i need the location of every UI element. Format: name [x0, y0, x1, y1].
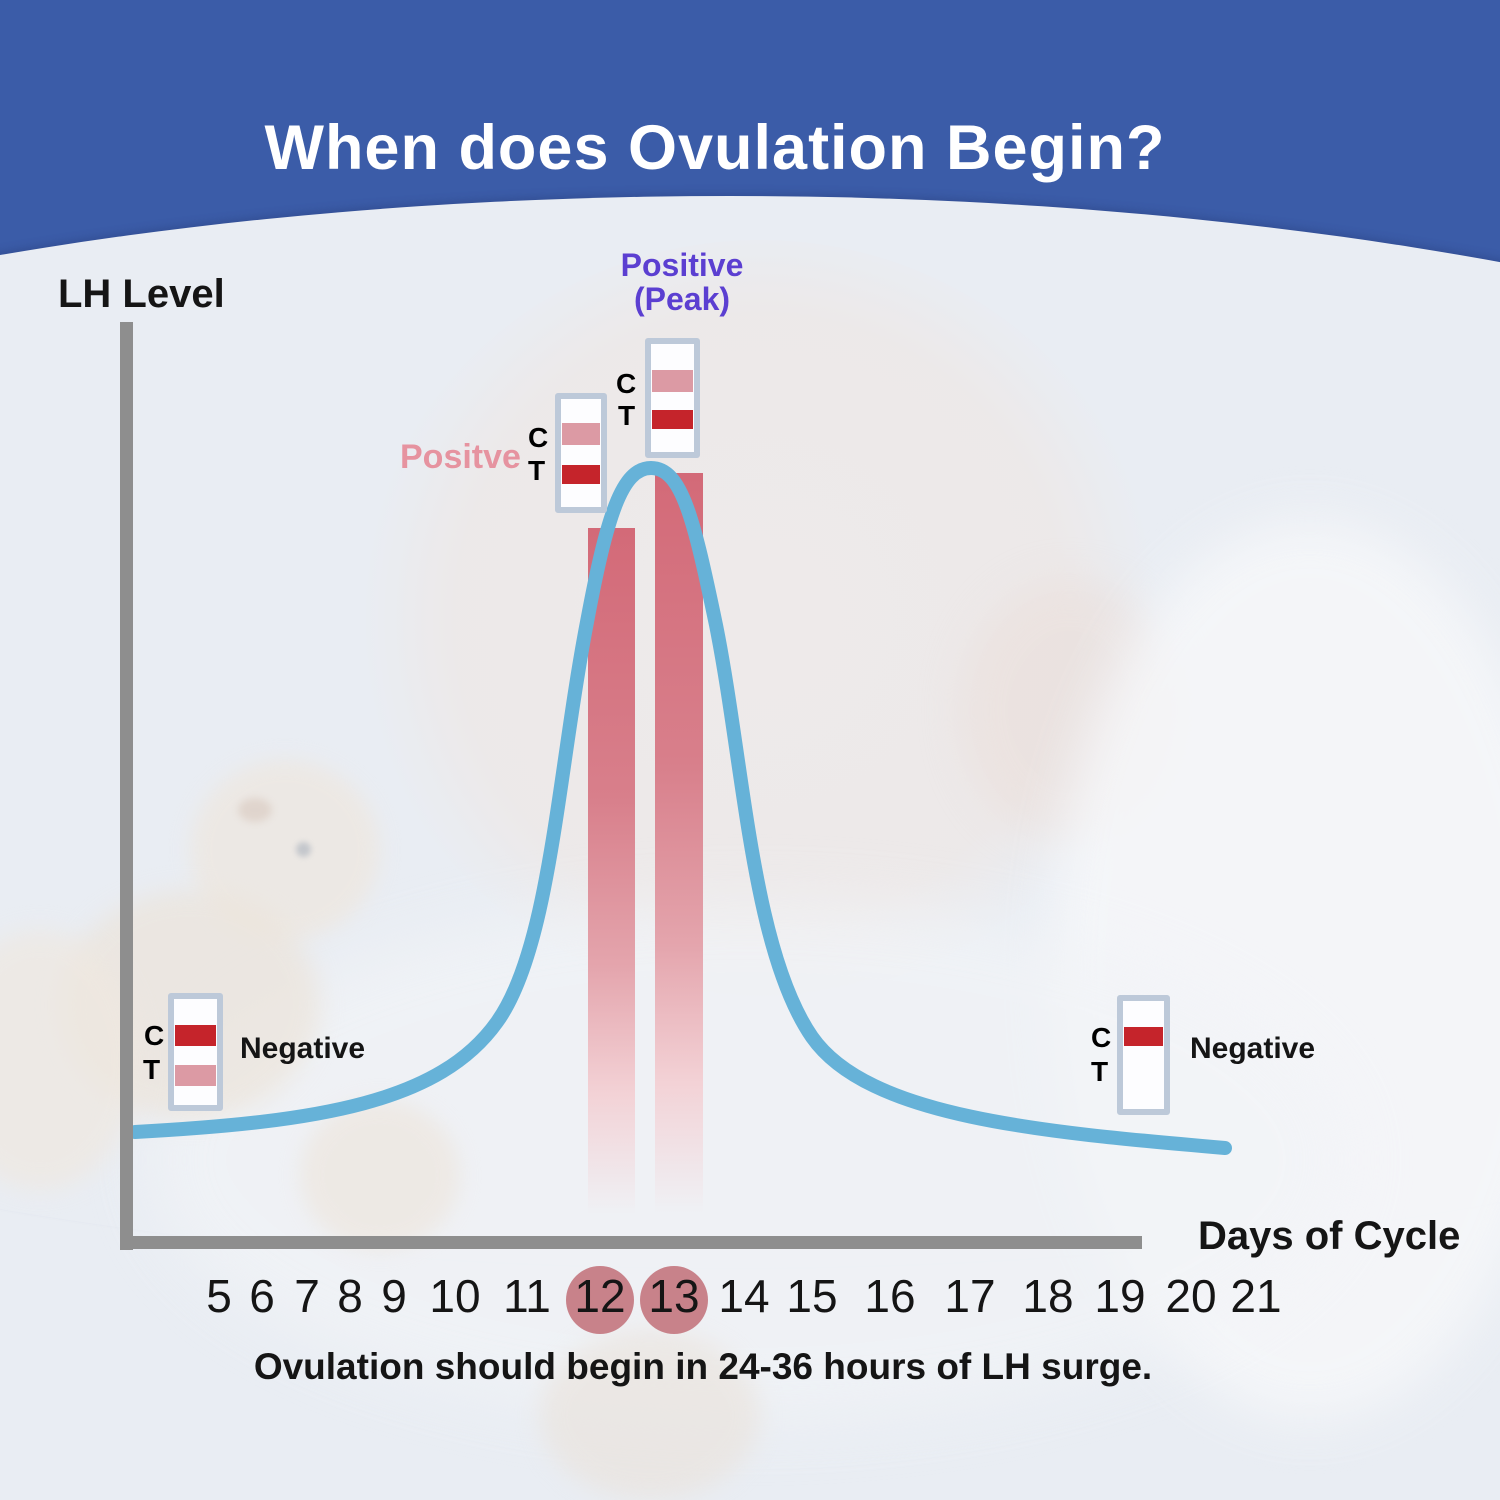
y-axis: [120, 322, 133, 1250]
control-line: [1124, 1027, 1163, 1046]
control-line: [175, 1025, 216, 1046]
test-line: [652, 410, 693, 429]
test-strip-peak-day13: [645, 338, 700, 458]
c-label: C: [616, 368, 637, 399]
day-tick-20: 20: [1165, 1270, 1217, 1322]
day-tick-12: 12: [574, 1270, 626, 1322]
x-axis-label: Days of Cycle: [1198, 1214, 1461, 1258]
t-label: T: [528, 455, 546, 486]
control-line: [562, 423, 600, 445]
test-line: [175, 1065, 216, 1086]
test-strip-negative-left: [168, 993, 223, 1111]
y-axis-label: LH Level: [58, 272, 225, 316]
c-label: C: [144, 1020, 165, 1051]
positive-peak-line1: Positive: [620, 247, 744, 283]
day-tick-13: 13: [648, 1270, 700, 1322]
day-tick-5: 5: [206, 1270, 232, 1322]
negative-label-left: Negative: [240, 1032, 366, 1065]
test-strip-positive-day12: [555, 393, 607, 513]
day-tick-18: 18: [1022, 1270, 1074, 1322]
header-curve-divider: [0, 196, 1500, 1268]
day-tick-10: 10: [429, 1270, 481, 1322]
lh-surge-bar-day13: [655, 473, 703, 1236]
c-label: C: [528, 422, 549, 453]
positive-label: Positve: [400, 438, 521, 476]
day-tick-19: 19: [1094, 1270, 1146, 1322]
positive-peak-label: Positive (Peak): [621, 248, 744, 316]
negative-label-right: Negative: [1190, 1032, 1316, 1065]
day-tick-16: 16: [864, 1270, 916, 1322]
t-label: T: [143, 1054, 161, 1085]
day-tick-7: 7: [294, 1270, 320, 1322]
day-tick-11: 11: [503, 1270, 551, 1322]
test-strip-negative-right: [1117, 995, 1170, 1115]
day-tick-9: 9: [381, 1270, 407, 1322]
test-line: [562, 465, 600, 484]
day-tick-17: 17: [944, 1270, 996, 1322]
day-tick-8: 8: [337, 1270, 363, 1322]
lh-surge-bar-day12: [588, 528, 635, 1236]
page-title: When does Ovulation Begin?: [264, 113, 1166, 184]
control-line: [652, 370, 693, 392]
c-label: C: [1091, 1022, 1112, 1053]
day-tick-15: 15: [786, 1270, 838, 1322]
day-tick-21: 21: [1230, 1270, 1282, 1322]
day-tick-6: 6: [249, 1270, 275, 1322]
t-label: T: [1091, 1056, 1109, 1087]
day-tick-14: 14: [718, 1270, 770, 1322]
t-label: T: [618, 400, 636, 431]
x-axis: [120, 1236, 1142, 1249]
positive-peak-line2: (Peak): [633, 281, 731, 317]
caption-text: Ovulation should begin in 24-36 hours of…: [253, 1346, 1153, 1387]
